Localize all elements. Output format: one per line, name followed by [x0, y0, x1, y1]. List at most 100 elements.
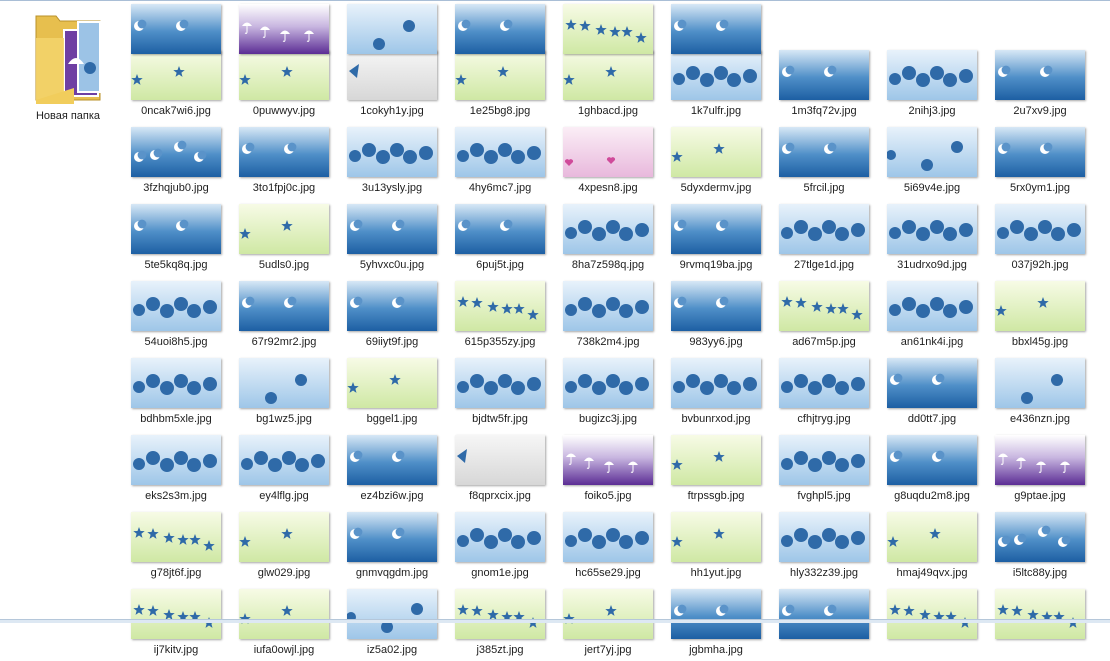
file-item[interactable]: 0ncak7wi6.jpg [122, 46, 230, 122]
file-item[interactable]: 5i69v4e.jpg [878, 123, 986, 199]
file-item[interactable]: 8ha7z598q.jpg [554, 200, 662, 276]
file-item[interactable]: 54uoi8h5.jpg [122, 277, 230, 353]
thumbnail-motif-icon [887, 141, 963, 171]
file-item[interactable]: hc65se29.jpg [554, 508, 662, 584]
file-item[interactable]: 6puj5t.jpg [446, 200, 554, 276]
file-item[interactable]: 1m3fq72v.jpg [770, 46, 878, 122]
file-name-label: bg1wz5.jpg [256, 413, 312, 425]
file-item[interactable]: glw029.jpg [230, 508, 338, 584]
file-item[interactable]: ez4bzi6w.jpg [338, 431, 446, 507]
file-item[interactable]: dd0tt7.jpg [878, 354, 986, 430]
thumbnail-motif-icon [889, 220, 973, 241]
file-item[interactable] [878, 585, 986, 661]
thumbnail-motif-icon [782, 604, 837, 616]
file-item[interactable]: 037j92h.jpg [986, 200, 1094, 276]
folder-item[interactable]: Новая папка [14, 6, 122, 122]
file-item[interactable]: 5te5kq8q.jpg [122, 200, 230, 276]
file-item[interactable]: 31udrxo9d.jpg [878, 200, 986, 276]
file-item[interactable]: iufa0owjl.jpg [230, 585, 338, 661]
file-item[interactable]: g78jt6f.jpg [122, 508, 230, 584]
thumbnail-motif-icon [565, 297, 649, 318]
file-item[interactable] [446, 0, 554, 76]
file-item[interactable]: foiko5.jpg [554, 431, 662, 507]
file-item[interactable]: iz5a02.jpg [338, 585, 446, 661]
thumbnail-motif-icon [781, 296, 863, 320]
file-item[interactable]: g9ptae.jpg [986, 431, 1094, 507]
file-item[interactable]: 3fzhqjub0.jpg [122, 123, 230, 199]
file-item[interactable]: 4hy6mc7.jpg [446, 123, 554, 199]
file-item[interactable]: 983yy6.jpg [662, 277, 770, 353]
file-item[interactable]: 5udls0.jpg [230, 200, 338, 276]
file-item[interactable]: 5dyxdermv.jpg [662, 123, 770, 199]
file-item[interactable]: 615p355zy.jpg [446, 277, 554, 353]
file-item[interactable]: 5frcil.jpg [770, 123, 878, 199]
file-item[interactable]: hh1yut.jpg [662, 508, 770, 584]
file-item[interactable]: 69iiyt9f.jpg [338, 277, 446, 353]
file-item[interactable]: 67r92mr2.jpg [230, 277, 338, 353]
file-item[interactable] [986, 585, 1094, 661]
file-item[interactable]: 0puwwyv.jpg [230, 46, 338, 122]
file-name-label: i5ltc88y.jpg [1012, 567, 1068, 579]
file-item[interactable]: 2u7xv9.jpg [986, 46, 1094, 122]
file-item[interactable]: 5yhvxc0u.jpg [338, 200, 446, 276]
image-thumbnail [779, 512, 869, 562]
file-item[interactable] [230, 0, 338, 76]
file-item[interactable]: 1cokyh1y.jpg [338, 46, 446, 122]
file-item[interactable]: jert7yj.jpg [554, 585, 662, 661]
file-item[interactable] [770, 585, 878, 661]
file-item[interactable] [662, 0, 770, 76]
file-item[interactable]: gnom1e.jpg [446, 508, 554, 584]
file-item[interactable] [122, 0, 230, 76]
file-item[interactable]: 3u13ysly.jpg [338, 123, 446, 199]
file-item[interactable]: ad67m5p.jpg [770, 277, 878, 353]
file-item[interactable]: eks2s3m.jpg [122, 431, 230, 507]
file-name-label: foiko5.jpg [584, 490, 632, 502]
file-item[interactable]: j385zt.jpg [446, 585, 554, 661]
file-item[interactable]: bbxl45g.jpg [986, 277, 1094, 353]
file-item[interactable]: 9rvmq19ba.jpg [662, 200, 770, 276]
file-item[interactable]: 738k2m4.jpg [554, 277, 662, 353]
file-item[interactable]: 1ghbacd.jpg [554, 46, 662, 122]
file-item[interactable]: ij7kitv.jpg [122, 585, 230, 661]
file-item[interactable]: bg1wz5.jpg [230, 354, 338, 430]
file-item[interactable]: 5rx0ym1.jpg [986, 123, 1094, 199]
file-item[interactable]: fvghpl5.jpg [770, 431, 878, 507]
file-item[interactable]: cfhjtryg.jpg [770, 354, 878, 430]
file-name-label: 0ncak7wi6.jpg [141, 105, 211, 117]
image-thumbnail [239, 4, 329, 54]
file-item[interactable]: ey4lflg.jpg [230, 431, 338, 507]
file-name-label: bggel1.jpg [366, 413, 418, 425]
file-item[interactable]: 1k7ulfr.jpg [662, 46, 770, 122]
file-item[interactable]: hly332z39.jpg [770, 508, 878, 584]
file-item[interactable] [338, 0, 446, 76]
file-item[interactable]: 4xpesn8.jpg [554, 123, 662, 199]
image-thumbnail [779, 204, 869, 254]
image-thumbnail [995, 435, 1085, 485]
file-item[interactable]: 3to1fpj0c.jpg [230, 123, 338, 199]
thumbnail-motif-icon [997, 604, 1079, 628]
file-item[interactable]: ftrpssgb.jpg [662, 431, 770, 507]
file-item[interactable]: e436nzn.jpg [986, 354, 1094, 430]
image-thumbnail [887, 512, 977, 562]
file-item[interactable]: 27tlge1d.jpg [770, 200, 878, 276]
file-item[interactable]: f8qprxcix.jpg [446, 431, 554, 507]
file-item[interactable]: bjdtw5fr.jpg [446, 354, 554, 430]
file-item[interactable]: bggel1.jpg [338, 354, 446, 430]
file-item[interactable]: 1e25bg8.jpg [446, 46, 554, 122]
file-item[interactable]: 2nihj3.jpg [878, 46, 986, 122]
file-item[interactable]: bugizc3j.jpg [554, 354, 662, 430]
file-name-label: 0puwwyv.jpg [252, 105, 316, 117]
thumbnail-motif-icon [458, 19, 513, 31]
file-item[interactable]: an61nk4i.jpg [878, 277, 986, 353]
file-item[interactable]: bvbunrxod.jpg [662, 354, 770, 430]
file-name-label: iz5a02.jpg [366, 644, 418, 656]
file-item[interactable] [554, 0, 662, 76]
thumbnail-motif-icon [998, 65, 1053, 77]
file-item[interactable]: hmaj49qvx.jpg [878, 508, 986, 584]
image-thumbnail [131, 589, 221, 639]
file-item[interactable]: gnmvqgdm.jpg [338, 508, 446, 584]
file-item[interactable]: i5ltc88y.jpg [986, 508, 1094, 584]
file-item[interactable]: g8uqdu2m8.jpg [878, 431, 986, 507]
file-item[interactable]: jgbmha.jpg [662, 585, 770, 661]
file-item[interactable]: bdhbm5xle.jpg [122, 354, 230, 430]
